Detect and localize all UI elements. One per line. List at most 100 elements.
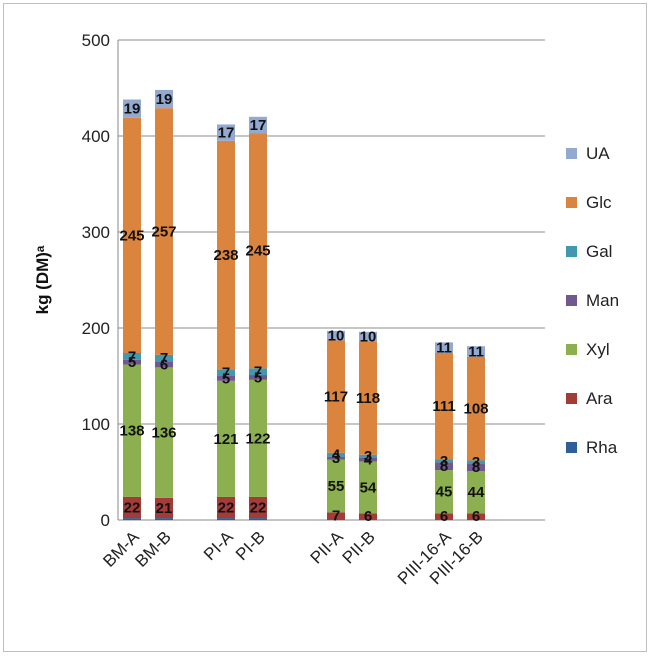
data-label-man: 4 [364,452,373,469]
bar-segment-ua [327,330,345,341]
bar-segment-rha [359,519,377,520]
data-label-ara: 6 [440,508,448,525]
data-label-ara: 6 [472,508,480,525]
data-label-glc: 117 [324,389,348,406]
data-label-ua: 17 [218,125,235,142]
bar-segment-rha [123,518,141,520]
data-label-man: 5 [254,369,262,386]
data-label-xyl: 136 [151,425,176,442]
data-label-man: 5 [222,370,230,387]
legend-label-rha: Rha [586,438,618,457]
bar-segment-glc [435,352,453,460]
legend-label-ua: UA [586,144,610,163]
bar-segment-rha [467,519,485,520]
legend-swatch-rha [566,442,577,453]
legend-label-glc: Glc [586,193,612,212]
data-label-glc: 118 [356,390,380,407]
bar-segment-ara [155,497,173,519]
chart-frame [3,3,647,652]
legend-swatch-ara [566,393,577,404]
data-label-ua: 19 [124,101,141,118]
bar-segment-ua [435,342,453,353]
bar-segment-xyl [435,470,453,514]
y-tick-label: 100 [82,415,110,434]
data-label-glc: 111 [432,398,455,415]
bar-segment-gal [217,369,235,376]
bar-segment-man [123,359,141,365]
bar-segment-man [155,361,173,368]
data-label-glc: 108 [463,401,488,418]
bar-segment-xyl [217,380,235,497]
data-label-glc: 245 [245,243,270,260]
bar-segment-ara [249,496,267,519]
y-tick-label: 200 [82,319,110,338]
bar-segment-glc [359,341,377,455]
legend-swatch-glc [566,197,577,208]
bar-segment-glc [467,356,485,461]
data-label-xyl: 138 [119,423,144,440]
bar-segment-man [249,375,267,380]
data-label-ua: 19 [156,91,173,108]
data-label-ua: 10 [360,329,377,346]
data-label-xyl: 121 [213,431,238,448]
data-label-xyl: 45 [436,484,453,501]
bar-segment-glc [123,117,141,353]
data-label-glc: 245 [119,227,144,244]
data-label-xyl: 54 [360,479,377,496]
bar-segment-xyl [327,459,345,513]
data-label-ua: 11 [436,340,452,357]
data-label-man: 5 [128,354,136,371]
x-tick-label: PI-B [232,527,269,564]
bar-segment-gal [123,352,141,360]
bar-segment-glc [155,108,173,355]
bar-segment-ara [435,513,453,520]
bar-segment-xyl [123,364,141,497]
legend-swatch-ua [566,148,577,159]
data-label-glc: 238 [213,247,238,264]
x-tick-label: PII-A [307,527,348,568]
bar-segment-glc [327,340,345,453]
data-label-gal: 7 [160,350,168,367]
x-tick-label: PII-B [339,527,379,567]
legend-label-ara: Ara [586,389,613,408]
legend-label-gal: Gal [586,242,612,261]
bar-segment-ara [217,496,235,519]
data-label-ua: 17 [250,117,267,134]
data-label-ua: 11 [468,344,484,361]
bar-segment-xyl [359,461,377,514]
bar-segment-gal [249,368,267,376]
x-tick-label: BM-B [131,527,174,570]
data-label-ara: 22 [124,500,141,517]
y-tick-label: 300 [82,223,110,242]
data-label-gal: 3 [440,453,448,470]
data-label-xyl: 44 [468,484,485,501]
data-label-man: 3 [332,450,340,467]
data-label-ara: 22 [250,500,267,517]
bar-segment-rha [435,519,453,520]
legend-swatch-man [566,295,577,306]
bar-segment-ara [327,512,345,520]
bar-segment-ara [467,513,485,520]
bar-segment-rha [327,519,345,520]
y-tick-label: 400 [82,127,110,146]
bar-segment-gal [435,459,453,463]
data-label-gal: 3 [472,454,480,471]
data-label-glc: 257 [151,224,176,241]
legend-label-man: Man [586,291,619,310]
bar-segment-rha [217,518,235,520]
bar-segment-ua [467,346,485,357]
bar-segment-gal [467,460,485,464]
data-label-gal: 7 [254,364,262,381]
y-tick-label: 500 [82,31,110,50]
data-label-xyl: 55 [328,478,345,495]
bar-segment-man [217,376,235,381]
bar-segment-ua [123,99,141,118]
data-label-ua: 10 [328,328,345,345]
bar-segment-xyl [155,367,173,498]
bar-segment-xyl [249,379,267,497]
legend-swatch-gal [566,246,577,257]
bar-segment-xyl [467,471,485,514]
bar-segment-gal [155,354,173,362]
bar-segment-ara [123,496,141,519]
